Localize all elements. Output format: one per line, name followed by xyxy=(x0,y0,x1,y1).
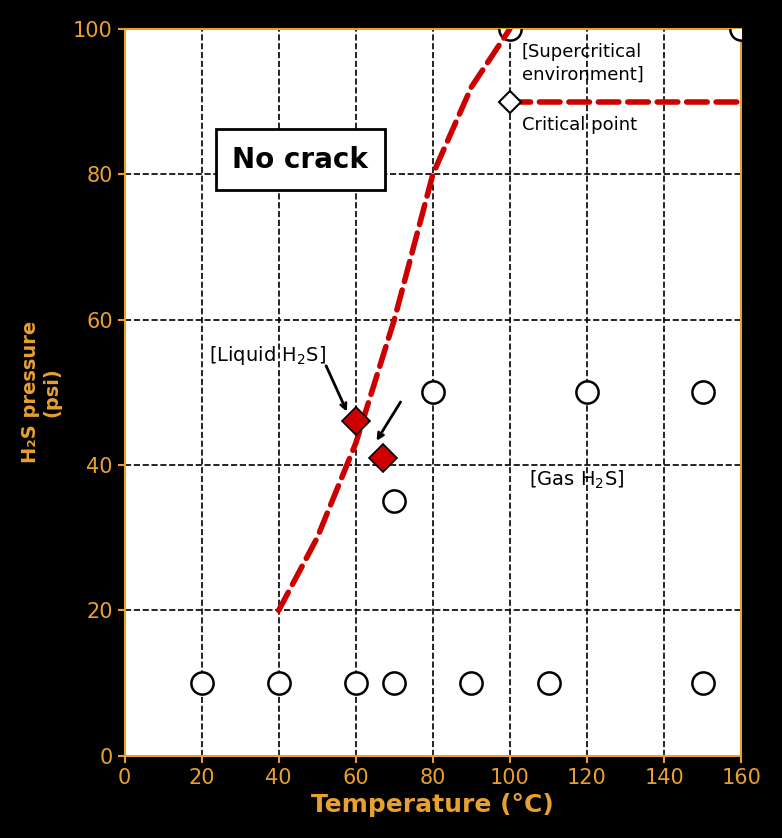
Text: [Liquid H$_2$S]: [Liquid H$_2$S] xyxy=(210,344,326,368)
Text: No crack: No crack xyxy=(232,146,368,173)
Text: [Gas H$_2$S]: [Gas H$_2$S] xyxy=(529,468,625,491)
Y-axis label: H₂S pressure
(psi): H₂S pressure (psi) xyxy=(21,321,62,463)
X-axis label: Temperature (°C): Temperature (°C) xyxy=(311,793,554,817)
Text: Critical point: Critical point xyxy=(522,116,637,134)
Text: [Supercritical
environment]: [Supercritical environment] xyxy=(522,44,644,84)
